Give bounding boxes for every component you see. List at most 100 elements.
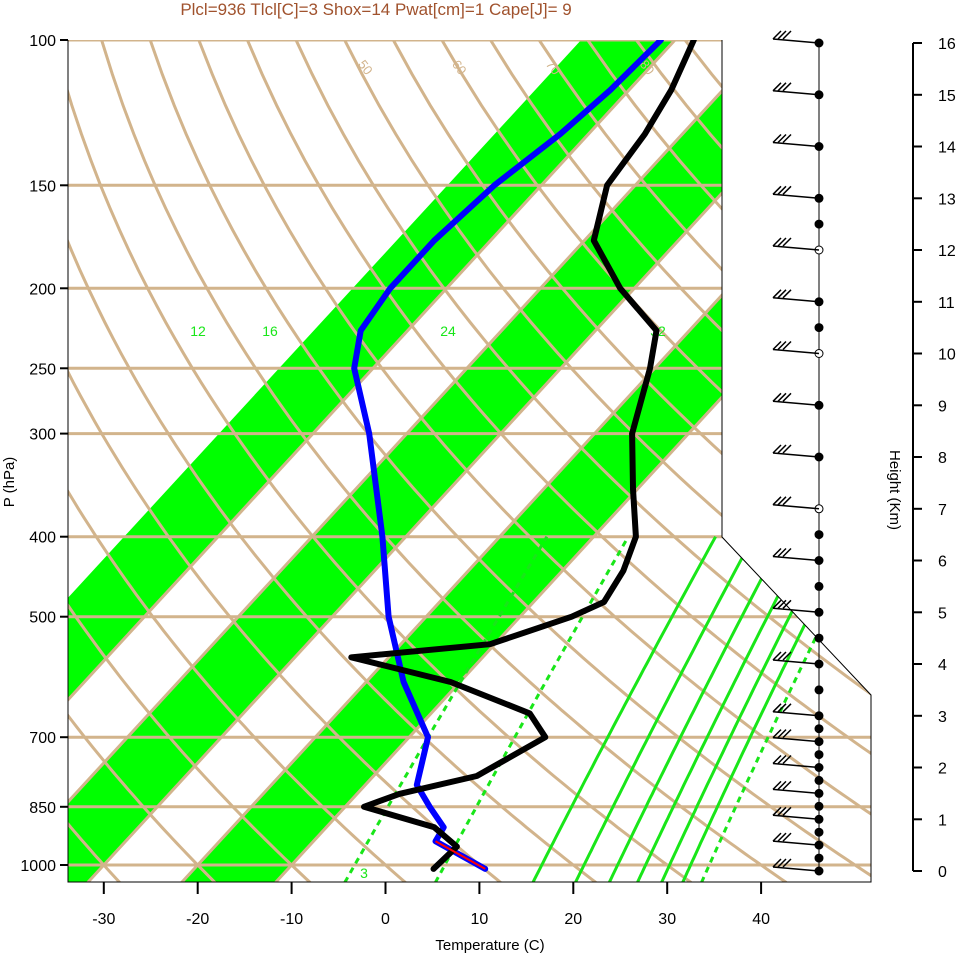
mixing-ratio-label: 16 [262,323,278,339]
mixing-ratio-line [343,535,549,882]
x-tick-label: 20 [564,911,582,928]
wind-barb-feather [777,858,787,868]
dry-adiabat [732,40,871,882]
wind-barb-feather [777,185,787,195]
wind-barb [772,141,820,148]
wind-barb [772,504,820,510]
mixing-ratio-line [574,535,755,882]
mixing-ratio-line [681,536,851,882]
height-marker-dot [814,219,824,229]
moist-adiabat-label: 3 [360,865,368,881]
x-tick-label: 30 [658,911,676,928]
height-tick-label: 14 [938,140,956,157]
wind-barb-feather [777,832,787,842]
wind-barb-feather [772,547,782,558]
wind-barb-feather [782,858,792,868]
wind-barb [772,90,820,96]
dry-adiabat [148,40,871,882]
dry-adiabat [68,40,692,882]
wind-barb-feather [782,82,792,92]
height-tick-label: 9 [938,398,947,415]
wind-barb-feather [782,133,792,144]
mixing-ratio-line [531,535,717,882]
temperature-profile [348,40,697,872]
wind-barb [772,711,820,717]
x-tick-label: 40 [752,911,770,928]
height-tick-label: 1 [938,812,947,829]
x-tick-label: 10 [471,911,489,928]
y-axis: 100 150 200 250 300 400 500 700 850 1000 [20,33,68,875]
wind-barb-feather [772,651,782,661]
plot-frame [67,40,872,883]
chart-title: Plcl=936 Tlcl[C]=3 Shox=14 Pwat[cm]=1 Ca… [180,0,571,19]
wind-barb [772,762,820,769]
wind-barb-feather [772,444,782,454]
wind-barb-feather [772,806,782,816]
wind-barb-feather [777,30,787,40]
wind-barb [772,607,820,614]
dry-adiabat [440,40,871,882]
wind-barb-feather [777,82,787,92]
dry-adiabat [100,40,788,882]
isotherm [68,40,677,882]
p-tick-label: 700 [29,730,56,747]
wind-barb [772,348,820,355]
wind-barb-feather [782,806,792,816]
p-tick-label: 200 [29,281,56,298]
height-tick-label: 11 [938,295,955,312]
height-tick-label: 0 [938,864,947,881]
wind-barb-feather [782,547,792,558]
wind-barb-feather [782,30,792,40]
p-tick-label: 1000 [20,858,56,875]
height-marker-dot [814,633,824,643]
isotherm-band [68,40,675,882]
x-tick-label: -30 [92,911,115,928]
parcel-profile [351,40,664,872]
wind-barb-feather [772,30,782,40]
height-tick-label: 2 [938,761,947,778]
isotherm-label: 100 [822,54,847,80]
wind-barb [772,452,820,458]
height-tick-label: 12 [938,243,956,260]
wind-barb-feather [777,133,787,144]
height-tick-label: 13 [938,191,956,208]
wind-barb-feather [777,392,787,402]
wind-barb-feather [777,289,787,299]
wind-barb-feather [782,780,792,790]
isotherm [180,40,871,882]
p-tick-label: 850 [29,800,56,817]
wind-barb [772,38,820,44]
wind-barb-feather [777,340,787,351]
wind-barb-feather [777,754,787,765]
wind-barb-feather [772,858,782,868]
p-tick-label: 150 [29,178,56,195]
wind-barb-feather [772,703,782,713]
height-tick-label: 6 [938,554,947,571]
mixing-ratio-line [660,536,832,882]
wind-barb-feather [777,703,787,713]
wind-barb-feather [772,754,782,765]
wind-barb-feather [772,82,782,92]
p-tick-label: 250 [29,361,56,378]
wind-barb-feather [777,780,787,790]
wind-barb-feather [777,806,787,816]
wind-barb [772,788,820,795]
height-tick-label: 15 [938,88,956,105]
height-marker-dot [814,530,824,540]
mixing-ratio-label: 24 [440,323,456,339]
mixing-ratio-line [607,535,785,882]
wind-barb [772,400,820,407]
isotherm [68,40,771,882]
y-axis-label: P (hPa) [1,457,18,508]
wind-barb-feather [772,780,782,790]
height-marker-dot [814,323,824,333]
isotherm-edge-label: 20 [726,236,747,257]
wind-barb [772,555,820,562]
wind-barb-feather [772,185,782,195]
sounding-profiles [348,40,697,872]
height-tick-label: 16 [938,36,956,53]
p-tick-label: 100 [29,33,56,50]
x-axis-label: Temperature (C) [435,937,544,954]
